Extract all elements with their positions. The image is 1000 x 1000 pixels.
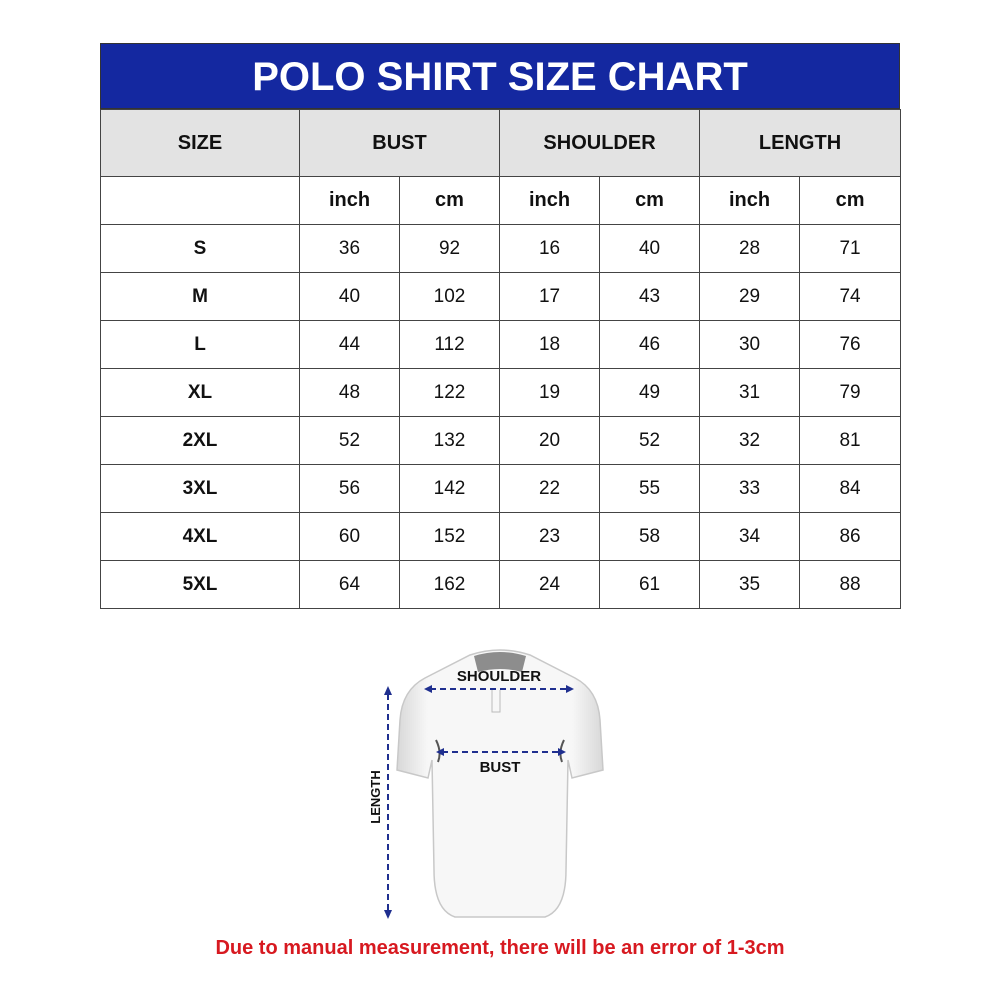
value-cell: 20	[499, 416, 601, 465]
unit-label: cm	[599, 176, 701, 225]
value-cell: 34	[699, 512, 801, 561]
unit-header-row: inch cm inch cm inch cm	[100, 176, 902, 225]
table-row: 5XL 64 162 24 61 35 88	[100, 560, 902, 609]
table-row: M 40 102 17 43 29 74	[100, 272, 902, 321]
table-row: L 44 112 18 46 30 76	[100, 320, 902, 369]
value-cell: 23	[499, 512, 601, 561]
length-label: LENGTH	[368, 770, 383, 823]
value-cell: 35	[699, 560, 801, 609]
unit-label: inch	[299, 176, 400, 225]
value-cell: 132	[398, 416, 501, 465]
size-cell: 2XL	[100, 416, 300, 465]
table-row: XL 48 122 19 49 31 79	[100, 368, 902, 417]
unit-label: inch	[699, 176, 801, 225]
value-cell: 24	[499, 560, 601, 609]
unit-label: cm	[398, 176, 501, 225]
size-chart: POLO SHIRT SIZE CHART SIZE BUST SHOULDER…	[100, 43, 902, 609]
value-cell: 102	[398, 272, 501, 321]
value-cell: 142	[398, 464, 501, 513]
value-cell: 18	[499, 320, 601, 369]
unit-label: cm	[799, 176, 902, 225]
table-row: 4XL 60 152 23 58 34 86	[100, 512, 902, 561]
value-cell: 36	[299, 224, 400, 273]
size-cell: 4XL	[100, 512, 300, 561]
unit-label: inch	[499, 176, 601, 225]
table-row: 2XL 52 132 20 52 32 81	[100, 416, 902, 465]
value-cell: 43	[599, 272, 701, 321]
value-cell: 46	[599, 320, 701, 369]
value-cell: 49	[599, 368, 701, 417]
value-cell: 64	[299, 560, 400, 609]
value-cell: 33	[699, 464, 801, 513]
value-cell: 162	[398, 560, 501, 609]
value-cell: 52	[599, 416, 701, 465]
value-cell: 58	[599, 512, 701, 561]
value-cell: 84	[799, 464, 902, 513]
shoulder-label: SHOULDER	[457, 668, 541, 685]
value-cell: 28	[699, 224, 801, 273]
size-cell: 5XL	[100, 560, 300, 609]
header-length: LENGTH	[699, 109, 902, 177]
value-cell: 56	[299, 464, 400, 513]
value-cell: 40	[299, 272, 400, 321]
value-cell: 55	[599, 464, 701, 513]
value-cell: 152	[398, 512, 501, 561]
table-row: S 36 92 16 40 28 71	[100, 224, 902, 273]
size-cell: L	[100, 320, 300, 369]
unit-empty	[100, 176, 300, 225]
value-cell: 74	[799, 272, 902, 321]
value-cell: 92	[398, 224, 501, 273]
size-cell: 3XL	[100, 464, 300, 513]
value-cell: 76	[799, 320, 902, 369]
value-cell: 19	[499, 368, 601, 417]
bust-label: BUST	[480, 759, 521, 776]
value-cell: 122	[398, 368, 501, 417]
value-cell: 48	[299, 368, 400, 417]
value-cell: 40	[599, 224, 701, 273]
value-cell: 16	[499, 224, 601, 273]
value-cell: 86	[799, 512, 902, 561]
value-cell: 29	[699, 272, 801, 321]
polo-shirt-icon	[396, 649, 604, 918]
value-cell: 61	[599, 560, 701, 609]
value-cell: 71	[799, 224, 902, 273]
value-cell: 52	[299, 416, 400, 465]
size-table: SIZE BUST SHOULDER LENGTH inch cm inch c…	[100, 109, 902, 609]
header-shoulder: SHOULDER	[499, 109, 701, 177]
value-cell: 32	[699, 416, 801, 465]
header-size: SIZE	[100, 109, 300, 177]
value-cell: 30	[699, 320, 801, 369]
value-cell: 79	[799, 368, 902, 417]
measurement-note: Due to manual measurement, there will be…	[215, 937, 785, 959]
table-row: 3XL 56 142 22 55 33 84	[100, 464, 902, 513]
value-cell: 112	[398, 320, 501, 369]
value-cell: 31	[699, 368, 801, 417]
chart-title: POLO SHIRT SIZE CHART	[100, 43, 900, 109]
size-cell: S	[100, 224, 300, 273]
value-cell: 17	[499, 272, 601, 321]
value-cell: 60	[299, 512, 400, 561]
size-cell: XL	[100, 368, 300, 417]
group-header-row: SIZE BUST SHOULDER LENGTH	[100, 109, 902, 177]
header-bust: BUST	[298, 109, 501, 177]
value-cell: 81	[799, 416, 902, 465]
value-cell: 44	[299, 320, 400, 369]
size-cell: M	[100, 272, 300, 321]
value-cell: 88	[799, 560, 902, 609]
value-cell: 22	[499, 464, 601, 513]
